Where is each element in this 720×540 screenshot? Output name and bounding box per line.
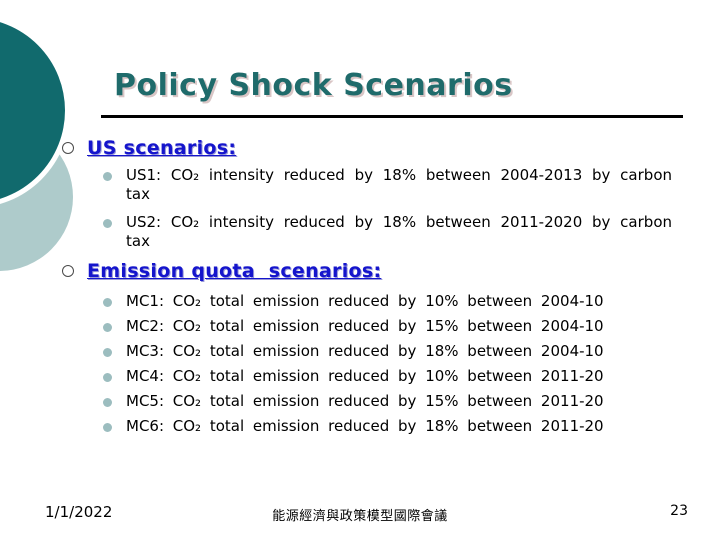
- us-scenario-list: US1: CO₂ intensity reduced by 18% betwee…: [103, 166, 682, 251]
- section-heading-row: US scenarios:: [62, 137, 682, 159]
- list-item-text: US2: CO₂ intensity reduced by 18% betwee…: [126, 213, 672, 250]
- list-item: MC3: CO₂ total emission reduced by 18% b…: [103, 339, 682, 364]
- dot-bullet-icon: [103, 219, 112, 228]
- ring-bullet-icon: [62, 265, 74, 277]
- slide-body: US scenarios: US1: CO₂ intensity reduced…: [62, 137, 682, 447]
- section-heading: US scenarios:: [87, 137, 237, 159]
- list-item: MC1: CO₂ total emission reduced by 10% b…: [103, 289, 682, 314]
- emission-scenario-list: MC1: CO₂ total emission reduced by 10% b…: [103, 289, 682, 439]
- section-us-scenarios: US scenarios: US1: CO₂ intensity reduced…: [62, 137, 682, 251]
- list-item: MC6: CO₂ total emission reduced by 18% b…: [103, 414, 682, 439]
- list-item-text: MC1: CO₂ total emission reduced by 10% b…: [126, 292, 604, 310]
- list-item-text: MC3: CO₂ total emission reduced by 18% b…: [126, 342, 604, 360]
- dot-bullet-icon: [103, 172, 112, 181]
- section-heading: Emission quota scenarios:: [87, 260, 382, 282]
- dot-bullet-icon: [103, 373, 112, 382]
- page-title: Policy Shock Scenarios: [114, 68, 513, 103]
- list-item: US2: CO₂ intensity reduced by 18% betwee…: [103, 213, 682, 251]
- list-item: MC2: CO₂ total emission reduced by 15% b…: [103, 314, 682, 339]
- footer-date: 1/1/2022: [45, 503, 113, 521]
- footer-page-number: 23: [670, 503, 688, 519]
- dot-bullet-icon: [103, 323, 112, 332]
- ring-bullet-icon: [62, 142, 74, 154]
- dot-bullet-icon: [103, 398, 112, 407]
- list-item-text: MC2: CO₂ total emission reduced by 15% b…: [126, 317, 604, 335]
- list-item: MC5: CO₂ total emission reduced by 15% b…: [103, 389, 682, 414]
- list-item: MC4: CO₂ total emission reduced by 10% b…: [103, 364, 682, 389]
- dot-bullet-icon: [103, 348, 112, 357]
- list-item-text: MC4: CO₂ total emission reduced by 10% b…: [126, 367, 604, 385]
- title-underline-rule: [101, 115, 683, 118]
- dot-bullet-icon: [103, 423, 112, 432]
- section-heading-row: Emission quota scenarios:: [62, 260, 682, 282]
- list-item-text: MC5: CO₂ total emission reduced by 15% b…: [126, 392, 604, 410]
- list-item-text: MC6: CO₂ total emission reduced by 18% b…: [126, 417, 604, 435]
- section-emission-quota: Emission quota scenarios: MC1: CO₂ total…: [62, 260, 682, 439]
- list-item-text: US1: CO₂ intensity reduced by 18% betwee…: [126, 166, 672, 203]
- list-item: US1: CO₂ intensity reduced by 18% betwee…: [103, 166, 682, 204]
- dot-bullet-icon: [103, 298, 112, 307]
- footer-conference-title: 能源經濟與政策模型國際會議: [272, 509, 448, 524]
